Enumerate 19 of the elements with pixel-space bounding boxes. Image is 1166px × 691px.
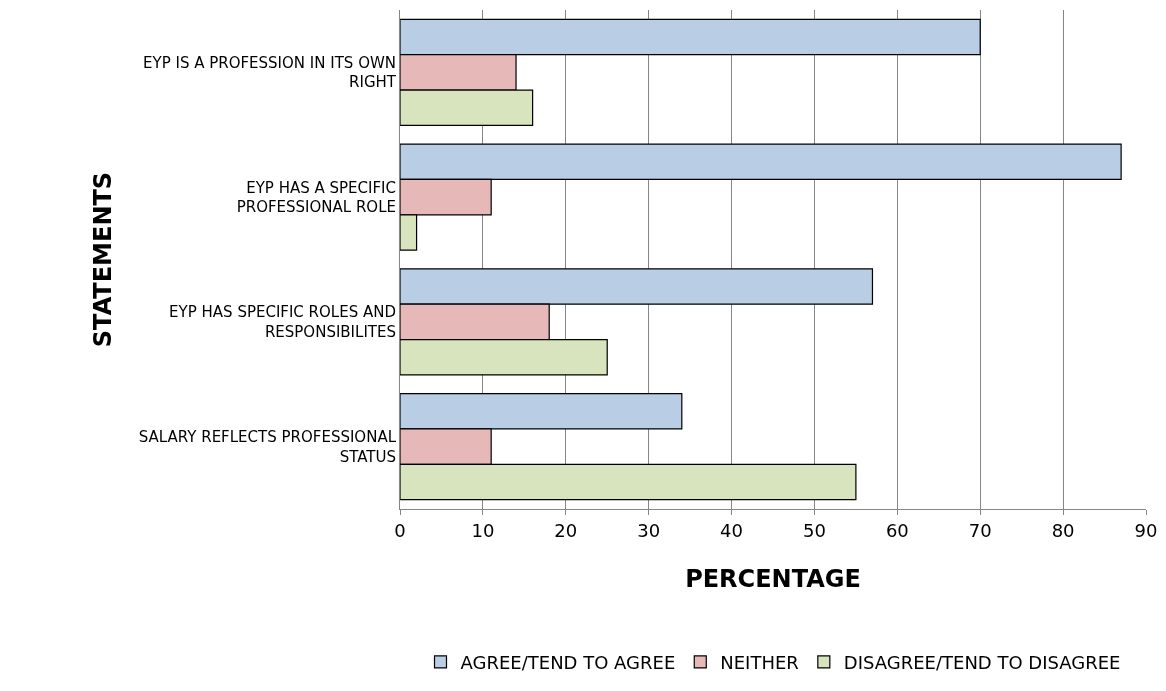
y-axis-title: STATEMENTS	[88, 171, 117, 348]
x-tick-label: 40	[720, 519, 744, 541]
y-tick-label: SALARY REFLECTS PROFESSIONAL STATUS	[138, 428, 397, 466]
x-tick-label: 90	[1134, 519, 1158, 541]
x-tick-label: 60	[885, 519, 909, 541]
y-tick-label: EYP HAS A SPECIFIC PROFESSIONAL ROLE	[236, 178, 396, 217]
x-tick-label: 50	[802, 519, 826, 541]
x-tick-label: 70	[968, 519, 992, 541]
x-tick-label: 10	[471, 519, 495, 541]
x-tick-label: 80	[1051, 519, 1075, 541]
legend-label: AGREE/TEND TO AGREE	[460, 651, 676, 673]
x-tick-label: 20	[554, 519, 578, 541]
legend-label: NEITHER	[720, 651, 799, 673]
legend-label: DISAGREE/TEND TO DISAGREE	[843, 651, 1121, 673]
x-tick-label: 0	[394, 519, 406, 541]
x-axis-title: PERCENTAGE	[685, 564, 861, 593]
y-tick-label: EYP HAS SPECIFIC ROLES AND RESPONSIBILITES	[169, 303, 396, 341]
x-tick-label: 30	[637, 519, 661, 541]
y-tick-label: EYP IS A PROFESSION IN ITS OWN RIGHT	[143, 53, 397, 92]
